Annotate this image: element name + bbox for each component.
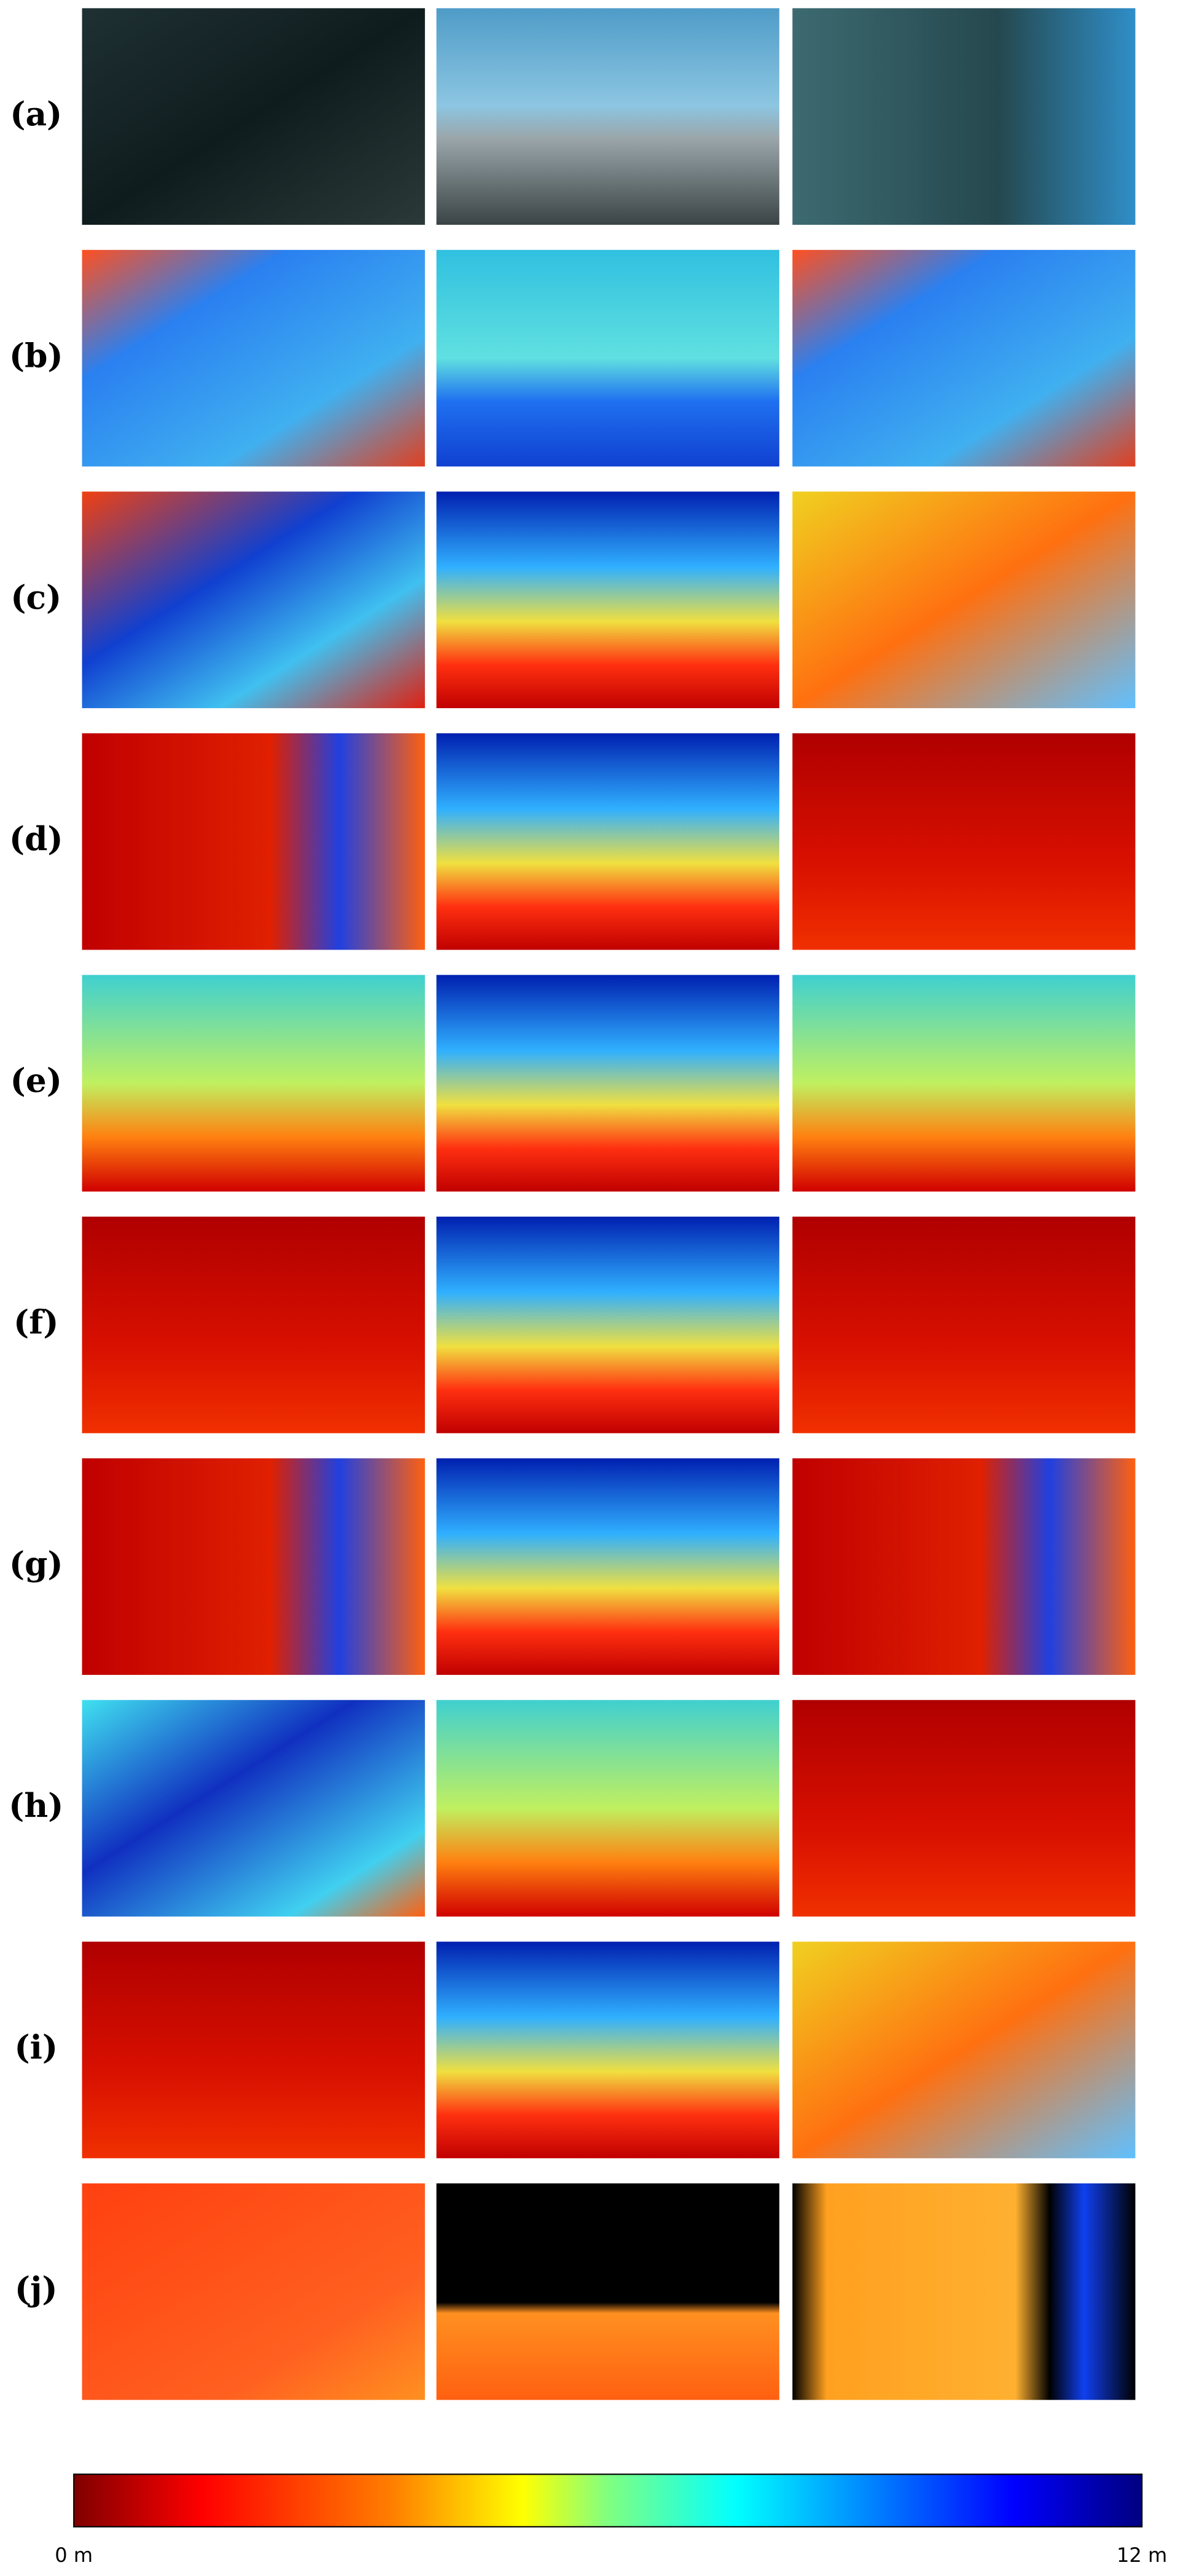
image-panel [436, 1700, 779, 1917]
row-label: (h) [9, 1786, 63, 1825]
image-panel [82, 2183, 425, 2400]
panel-grid: (a) (b) (c) (d) (e) (f) (g) (h) (i) (j) [9, 8, 1136, 2400]
image-panel [82, 1216, 425, 1434]
image-panel [436, 733, 779, 950]
image-panel [436, 8, 779, 225]
image-panel [82, 491, 425, 708]
image-panel [792, 1458, 1136, 1675]
image-panel [82, 249, 425, 467]
image-panel [436, 2183, 779, 2400]
row-label: (d) [9, 819, 63, 858]
row-label: (a) [10, 95, 62, 133]
row-label: (g) [9, 1545, 63, 1583]
image-panel [792, 1942, 1136, 2158]
row-label: (i) [14, 2028, 58, 2067]
colorbar-max-label: 12 m [1117, 2543, 1167, 2567]
image-panel [436, 1216, 779, 1434]
image-panel [82, 1700, 425, 1917]
image-panel [436, 491, 779, 708]
image-panel [436, 249, 779, 467]
image-panel [792, 1216, 1136, 1434]
image-panel [436, 975, 779, 1192]
image-panel [792, 733, 1136, 950]
image-panel [792, 249, 1136, 467]
image-panel [82, 975, 425, 1192]
image-panel [82, 1942, 425, 2158]
image-panel [82, 733, 425, 950]
image-panel [82, 1458, 425, 1675]
colorbar-min-label: 0 m [55, 2543, 93, 2567]
image-panel [792, 8, 1136, 225]
row-label: (j) [15, 2270, 58, 2308]
image-panel [82, 8, 425, 225]
image-panel [792, 491, 1136, 708]
image-panel [792, 1700, 1136, 1917]
row-label: (c) [10, 578, 61, 617]
row-label: (b) [9, 336, 63, 375]
image-panel [436, 1458, 779, 1675]
row-label: (f) [14, 1303, 59, 1341]
image-panel [436, 1942, 779, 2158]
row-label: (e) [10, 1061, 63, 1100]
colorbar [73, 2473, 1143, 2527]
image-panel [792, 975, 1136, 1192]
image-panel [792, 2183, 1136, 2400]
